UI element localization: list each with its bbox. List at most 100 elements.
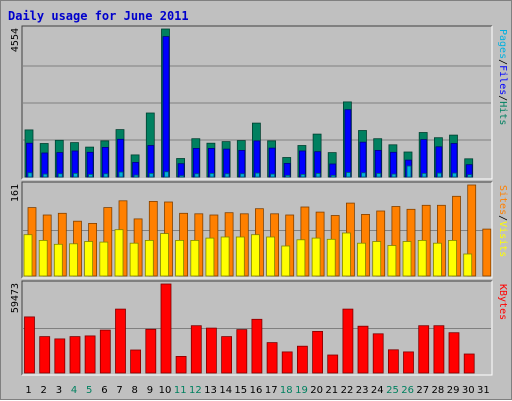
panel-top: 4554 Pages/Files/Hits — [10, 25, 508, 180]
bar — [389, 151, 397, 178]
bar — [372, 241, 382, 277]
bar — [24, 316, 35, 374]
bar — [236, 329, 248, 374]
bar — [221, 336, 233, 374]
x-tick-label: 9 — [147, 385, 153, 396]
bar — [326, 238, 336, 277]
bar — [192, 147, 200, 178]
x-tick-label: 22 — [341, 385, 354, 396]
x-tick-label: 15 — [234, 385, 247, 396]
legend-part: / — [497, 59, 508, 65]
bar — [312, 330, 324, 374]
bar — [266, 236, 276, 277]
bar — [298, 150, 306, 178]
bar — [147, 145, 155, 178]
series-sites — [23, 229, 473, 277]
bar — [448, 332, 460, 374]
bar — [224, 173, 230, 178]
chart-title: Daily usage for June 2011 — [8, 9, 189, 23]
bar — [238, 149, 246, 178]
bar — [435, 146, 443, 178]
bar — [285, 174, 291, 178]
legend-part: KBytes — [497, 284, 508, 320]
plot-border — [22, 182, 493, 279]
bar — [220, 236, 230, 277]
bar — [432, 242, 442, 277]
bar — [482, 228, 492, 277]
bar — [54, 338, 66, 374]
x-tick-label: 14 — [219, 385, 232, 396]
plot-border — [22, 26, 493, 180]
bar — [194, 173, 200, 178]
bar — [341, 232, 351, 277]
bar — [342, 308, 354, 374]
bar — [69, 336, 81, 374]
bar — [144, 239, 154, 277]
bar — [436, 172, 442, 178]
series-legend-label: Pages/Files/Hits — [497, 29, 508, 125]
x-tick-label: 25 — [386, 385, 399, 396]
bar — [73, 172, 78, 178]
bar — [406, 165, 412, 178]
x-tick-label: 1 — [25, 385, 31, 396]
series-legend-label: KBytes — [497, 284, 508, 320]
bar — [162, 36, 170, 178]
bar — [251, 318, 263, 374]
series-legend-label: Sites/Visits — [497, 185, 508, 257]
bar — [41, 152, 49, 178]
bar — [160, 283, 172, 374]
plot-border — [21, 280, 492, 375]
bar — [268, 147, 276, 178]
legend-part: / — [497, 215, 508, 221]
series-kbytes — [24, 283, 475, 374]
legend-part: / — [497, 95, 508, 101]
legend-part: Pages — [497, 29, 508, 59]
bar — [205, 327, 217, 374]
bar — [253, 140, 261, 178]
bar — [450, 143, 458, 178]
x-tick-label: 17 — [265, 385, 278, 396]
bar — [103, 173, 109, 178]
bar — [148, 172, 154, 178]
legend-part: Sites — [497, 185, 508, 215]
bar — [281, 351, 293, 374]
x-tick-label: 26 — [401, 385, 414, 396]
bar — [254, 172, 260, 178]
bar — [463, 253, 473, 277]
y-max-label: 4554 — [10, 28, 21, 52]
bar — [417, 239, 427, 277]
x-tick-label: 24 — [371, 385, 384, 396]
bar — [69, 243, 78, 277]
bar — [300, 173, 306, 178]
bar — [114, 229, 124, 277]
bar — [101, 146, 109, 178]
plot-border — [22, 281, 493, 376]
x-tick-label: 21 — [325, 385, 338, 396]
bar — [250, 234, 260, 277]
bar — [209, 172, 215, 178]
bar — [53, 243, 63, 277]
bar — [357, 242, 366, 277]
bar — [387, 349, 399, 374]
panel-bottom: 59473 KBytes — [10, 280, 508, 376]
bar — [270, 173, 276, 178]
bar — [27, 172, 33, 178]
x-tick-label: 6 — [101, 385, 107, 396]
bar — [467, 174, 473, 178]
bar — [179, 175, 185, 178]
bar — [38, 239, 48, 277]
bar — [207, 147, 215, 178]
bar — [452, 172, 457, 178]
bar — [177, 163, 185, 178]
panel-middle: 161 Sites/Visits — [10, 181, 508, 279]
x-tick-label: 3 — [56, 385, 62, 396]
bar — [23, 234, 33, 277]
chart-panels: 4554 Pages/Files/Hits 161 Sites/Visits59473… — [10, 25, 508, 376]
x-tick-label: 11 — [174, 385, 187, 396]
bar — [283, 162, 291, 178]
bar — [26, 142, 33, 178]
bar — [205, 237, 215, 277]
bar — [421, 172, 427, 178]
bar — [357, 325, 369, 374]
plot-border — [21, 25, 492, 179]
